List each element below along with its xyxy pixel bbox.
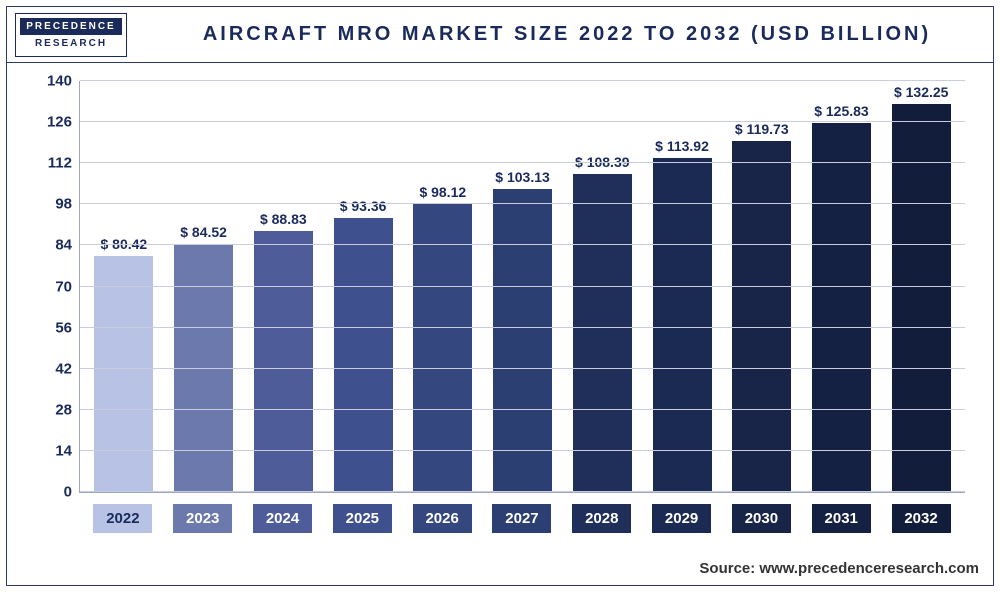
- gridline: [80, 121, 965, 122]
- header: PRECEDENCE RESEARCH AIRCRAFT MRO MARKET …: [7, 7, 993, 63]
- bars-container: $ 80.42 $ 84.52 $ 88.83 $ 93.36 $ 98.12 $ 103…: [80, 81, 965, 492]
- xlabel-box: 2031: [801, 499, 881, 537]
- ytick-label: 0: [64, 484, 80, 501]
- gridline: [80, 286, 965, 287]
- gridline: [80, 327, 965, 328]
- xlabel-box: 2032: [881, 499, 961, 537]
- chart-plot-area: $ 80.42 $ 84.52 $ 88.83 $ 93.36 $ 98.12 $ 103…: [79, 81, 965, 493]
- xlabel-box: 2027: [482, 499, 562, 537]
- bar-slot: $ 103.13: [483, 81, 563, 492]
- x-axis-label: 2031: [812, 504, 871, 533]
- bar-value-label: $ 84.52: [180, 224, 227, 240]
- bar-value-label: $ 119.73: [735, 121, 789, 137]
- ytick-label: 140: [47, 73, 80, 90]
- gridline: [80, 162, 965, 163]
- xlabel-box: 2024: [243, 499, 323, 537]
- xlabel-box: 2030: [722, 499, 802, 537]
- xlabel-box: 2023: [163, 499, 243, 537]
- ytick-label: 56: [55, 319, 80, 336]
- bar-value-label: $ 98.12: [419, 184, 466, 200]
- bar-slot: $ 88.83: [243, 81, 323, 492]
- bar-value-label: $ 103.13: [495, 169, 550, 185]
- bar-slot: $ 93.36: [323, 81, 403, 492]
- bar-value-label: $ 125.83: [814, 103, 869, 119]
- xlabel-box: 2025: [322, 499, 402, 537]
- x-axis-label: 2026: [413, 504, 472, 533]
- xlabel-box: 2028: [562, 499, 642, 537]
- x-axis-label: 2032: [892, 504, 951, 533]
- figure-container: PRECEDENCE RESEARCH AIRCRAFT MRO MARKET …: [6, 6, 994, 586]
- bar-slot: $ 125.83: [802, 81, 882, 492]
- bar-slot: $ 119.73: [722, 81, 802, 492]
- x-axis-label: 2028: [572, 504, 631, 533]
- bar: [653, 158, 712, 492]
- gridline: [80, 80, 965, 81]
- bar-value-label: $ 132.25: [894, 84, 949, 100]
- x-axis: 2022 2023 2024 2025 2026 2027 2028 2029 2030 2031…: [79, 499, 965, 537]
- logo-line1: PRECEDENCE: [20, 18, 121, 35]
- gridline: [80, 409, 965, 410]
- bar-slot: $ 80.42: [84, 81, 164, 492]
- xlabel-box: 2029: [642, 499, 722, 537]
- ytick-label: 42: [55, 360, 80, 377]
- x-axis-label: 2029: [652, 504, 711, 533]
- x-axis-label: 2023: [173, 504, 232, 533]
- x-axis-label: 2024: [253, 504, 312, 533]
- bar: [493, 189, 552, 492]
- bar-slot: $ 108.39: [562, 81, 642, 492]
- ytick-label: 70: [55, 278, 80, 295]
- logo: PRECEDENCE RESEARCH: [15, 13, 127, 57]
- bar: [254, 231, 313, 492]
- ytick-label: 84: [55, 237, 80, 254]
- bar-slot: $ 113.92: [642, 81, 722, 492]
- x-axis-label: 2030: [732, 504, 791, 533]
- gridline: [80, 450, 965, 451]
- bar: [413, 204, 472, 492]
- ytick-label: 98: [55, 196, 80, 213]
- ytick-label: 14: [55, 442, 80, 459]
- ytick-label: 112: [48, 155, 80, 172]
- bar: [573, 174, 632, 492]
- ytick-label: 126: [47, 114, 80, 131]
- title-wrap: AIRCRAFT MRO MARKET SIZE 2022 TO 2032 (U…: [141, 23, 993, 46]
- source-text: Source: www.precedenceresearch.com: [699, 560, 979, 577]
- bar: [812, 123, 871, 492]
- gridline: [80, 244, 965, 245]
- gridline: [80, 491, 965, 492]
- logo-line2: RESEARCH: [29, 35, 113, 52]
- ytick-label: 28: [55, 401, 80, 418]
- xlabel-box: 2026: [402, 499, 482, 537]
- bar: [732, 141, 791, 492]
- bar-value-label: $ 88.83: [260, 211, 307, 227]
- bar-value-label: $ 93.36: [340, 198, 387, 214]
- x-axis-label: 2027: [492, 504, 551, 533]
- bar-slot: $ 84.52: [164, 81, 244, 492]
- x-axis-label: 2025: [333, 504, 392, 533]
- bar-slot: $ 98.12: [403, 81, 483, 492]
- gridline: [80, 368, 965, 369]
- x-axis-label: 2022: [93, 504, 152, 533]
- gridline: [80, 203, 965, 204]
- xlabel-box: 2022: [83, 499, 163, 537]
- bar-slot: $ 132.25: [881, 81, 961, 492]
- bar-value-label: $ 113.92: [655, 138, 709, 154]
- bar: [94, 256, 153, 492]
- chart-title: AIRCRAFT MRO MARKET SIZE 2022 TO 2032 (U…: [141, 23, 993, 46]
